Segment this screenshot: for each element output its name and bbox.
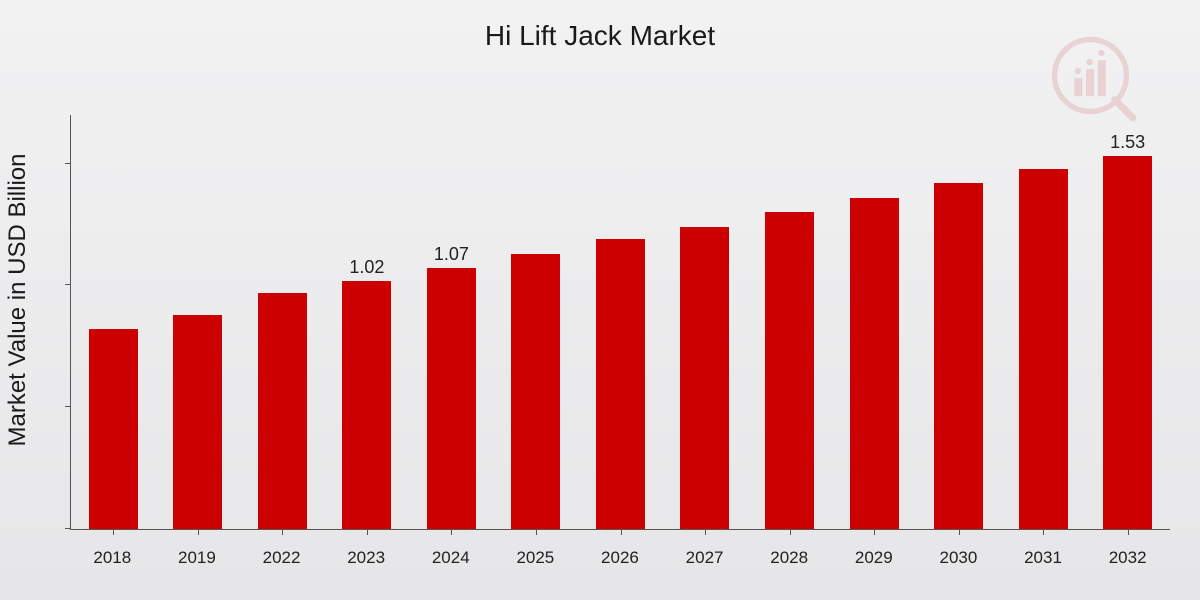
x-tick-label: 2026 — [578, 548, 663, 568]
x-tick — [621, 529, 622, 535]
x-tick-label: 2032 — [1085, 548, 1170, 568]
x-tick — [705, 529, 706, 535]
x-tick — [1043, 529, 1044, 535]
x-tick-label: 2018 — [70, 548, 155, 568]
x-tick — [790, 529, 791, 535]
bar — [258, 293, 307, 529]
bar-slot — [240, 115, 325, 529]
x-tick-label: 2031 — [1001, 548, 1086, 568]
x-tick-label: 2019 — [155, 548, 240, 568]
bar — [765, 212, 814, 529]
bar-slot — [71, 115, 156, 529]
x-tick-label: 2029 — [831, 548, 916, 568]
x-tick-label: 2027 — [662, 548, 747, 568]
bar-slot — [663, 115, 748, 529]
bar — [596, 239, 645, 529]
bar-slot — [916, 115, 1001, 529]
bar — [680, 227, 729, 529]
y-tick — [65, 528, 71, 529]
x-tick-label: 2022 — [239, 548, 324, 568]
watermark-logo-icon — [1050, 35, 1140, 125]
x-tick-label: 2023 — [324, 548, 409, 568]
x-tick — [282, 529, 283, 535]
bar-slot — [1001, 115, 1086, 529]
bars-container: 1.02 1.07 1.53 — [71, 115, 1170, 529]
plot-area: 1.02 1.07 1.53 — [70, 115, 1170, 530]
bar: 1.07 — [427, 268, 476, 529]
bar-slot: 1.07 — [409, 115, 494, 529]
bar-slot — [747, 115, 832, 529]
bar-value-label: 1.07 — [434, 244, 469, 265]
bar — [850, 198, 899, 529]
x-tick — [536, 529, 537, 535]
bar — [89, 329, 138, 529]
x-tick-label: 2030 — [916, 548, 1001, 568]
bar-slot: 1.53 — [1085, 115, 1170, 529]
y-tick — [65, 284, 71, 285]
x-tick-label: 2028 — [747, 548, 832, 568]
bar: 1.02 — [342, 281, 391, 529]
x-tick — [198, 529, 199, 535]
bar-slot — [832, 115, 917, 529]
bar-value-label: 1.02 — [349, 257, 384, 278]
x-tick — [1128, 529, 1129, 535]
bar-value-label: 1.53 — [1110, 132, 1145, 153]
x-tick — [367, 529, 368, 535]
y-tick — [65, 406, 71, 407]
bar: 1.53 — [1103, 156, 1152, 529]
y-axis-label: Market Value in USD Billion — [4, 153, 32, 446]
x-tick — [959, 529, 960, 535]
x-tick — [451, 529, 452, 535]
bar-slot: 1.02 — [325, 115, 410, 529]
bar-slot — [578, 115, 663, 529]
bar-slot — [156, 115, 241, 529]
y-tick — [65, 163, 71, 164]
chart-title: Hi Lift Jack Market — [0, 20, 1200, 52]
bar — [511, 254, 560, 529]
bar — [934, 183, 983, 529]
x-tick-label: 2024 — [408, 548, 493, 568]
x-tick — [874, 529, 875, 535]
bar — [1019, 169, 1068, 529]
bar-slot — [494, 115, 579, 529]
x-axis-labels: 2018201920222023202420252026202720282029… — [70, 548, 1170, 568]
x-tick-label: 2025 — [493, 548, 578, 568]
x-tick — [113, 529, 114, 535]
bar — [173, 315, 222, 529]
